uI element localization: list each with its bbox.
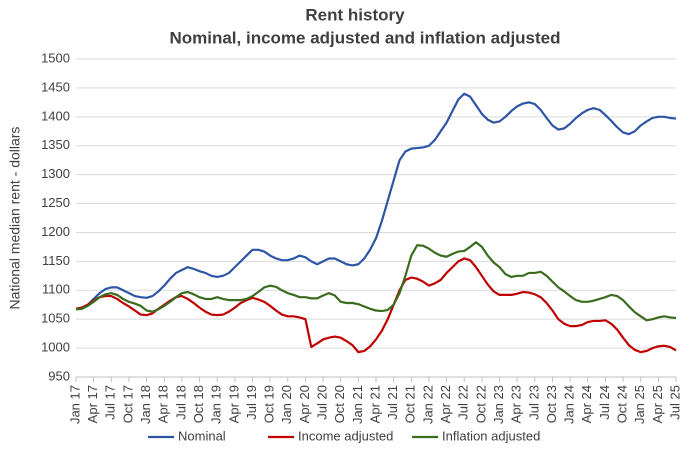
x-tick-label: Jan 24 [562, 385, 577, 424]
x-tick-label: Jan 25 [632, 385, 647, 424]
x-tick-label: Oct 19 [262, 385, 277, 423]
x-tick-label: Oct 21 [403, 385, 418, 423]
x-tick-label: Oct 22 [473, 385, 488, 423]
x-tick-label: Jan 21 [350, 385, 365, 424]
y-axis-label: National median rent - dollars [7, 127, 23, 310]
x-tick-label: Jan 23 [491, 385, 506, 424]
chart-subtitle: Nominal, income adjusted and inflation a… [169, 28, 560, 47]
x-tick-label: Jul 17 [103, 385, 118, 420]
y-tick-label: 1100 [42, 282, 70, 297]
x-tick-label: Apr 19 [226, 385, 241, 423]
y-tick-label: 1350 [41, 137, 70, 152]
x-tick-label: Jul 23 [526, 385, 541, 420]
x-tick-label: Jan 20 [279, 385, 294, 424]
x-tick-label: Jul 21 [385, 385, 400, 420]
x-tick-label: Jul 18 [173, 385, 188, 420]
x-tick-label: Oct 20 [332, 385, 347, 423]
y-tick-label: 1300 [41, 166, 70, 181]
legend-label: Income adjusted [298, 428, 393, 443]
x-tick-label: Oct 17 [120, 385, 135, 423]
x-tick-label: Apr 24 [579, 385, 594, 423]
x-tick-label: Apr 25 [650, 385, 665, 423]
y-tick-label: 1400 [41, 108, 70, 123]
y-tick-label: 950 [48, 368, 70, 383]
x-tick-label: Jan 18 [138, 385, 153, 424]
x-tick-label: Oct 18 [191, 385, 206, 423]
x-tick-label: Jul 19 [244, 385, 259, 420]
x-tick-label: Apr 17 [85, 385, 100, 423]
legend-label: Nominal [178, 428, 226, 443]
x-tick-label: Apr 18 [156, 385, 171, 423]
x-tick-label: Jul 24 [597, 385, 612, 420]
y-tick-label: 1450 [41, 79, 70, 94]
x-tick-label: Apr 22 [438, 385, 453, 423]
x-tick-label: Apr 20 [297, 385, 312, 423]
y-tick-label: 1000 [41, 340, 70, 355]
x-tick-label: Oct 24 [614, 385, 629, 423]
y-tick-label: 1200 [41, 224, 70, 239]
line-series [75, 241, 677, 322]
x-tick-label: Apr 23 [509, 385, 524, 423]
y-tick-label: 1250 [41, 195, 70, 210]
y-tick-label: 1050 [41, 311, 70, 326]
x-tick-label: Jul 25 [667, 385, 682, 420]
x-tick-label: Apr 21 [367, 385, 382, 423]
x-tick-label: Oct 23 [544, 385, 559, 423]
x-tick-label: Jan 17 [67, 385, 82, 424]
x-tick-label: Jul 22 [456, 385, 471, 420]
line-series [75, 92, 677, 310]
legend-label: Inflation adjusted [442, 428, 540, 443]
x-tick-label: Jan 19 [209, 385, 224, 424]
chart-title: Rent history [305, 5, 405, 24]
y-tick-label: 1150 [42, 253, 70, 268]
y-tick-label: 1500 [41, 50, 70, 65]
x-tick-label: Jul 20 [314, 385, 329, 420]
x-tick-label: Jan 22 [420, 385, 435, 424]
